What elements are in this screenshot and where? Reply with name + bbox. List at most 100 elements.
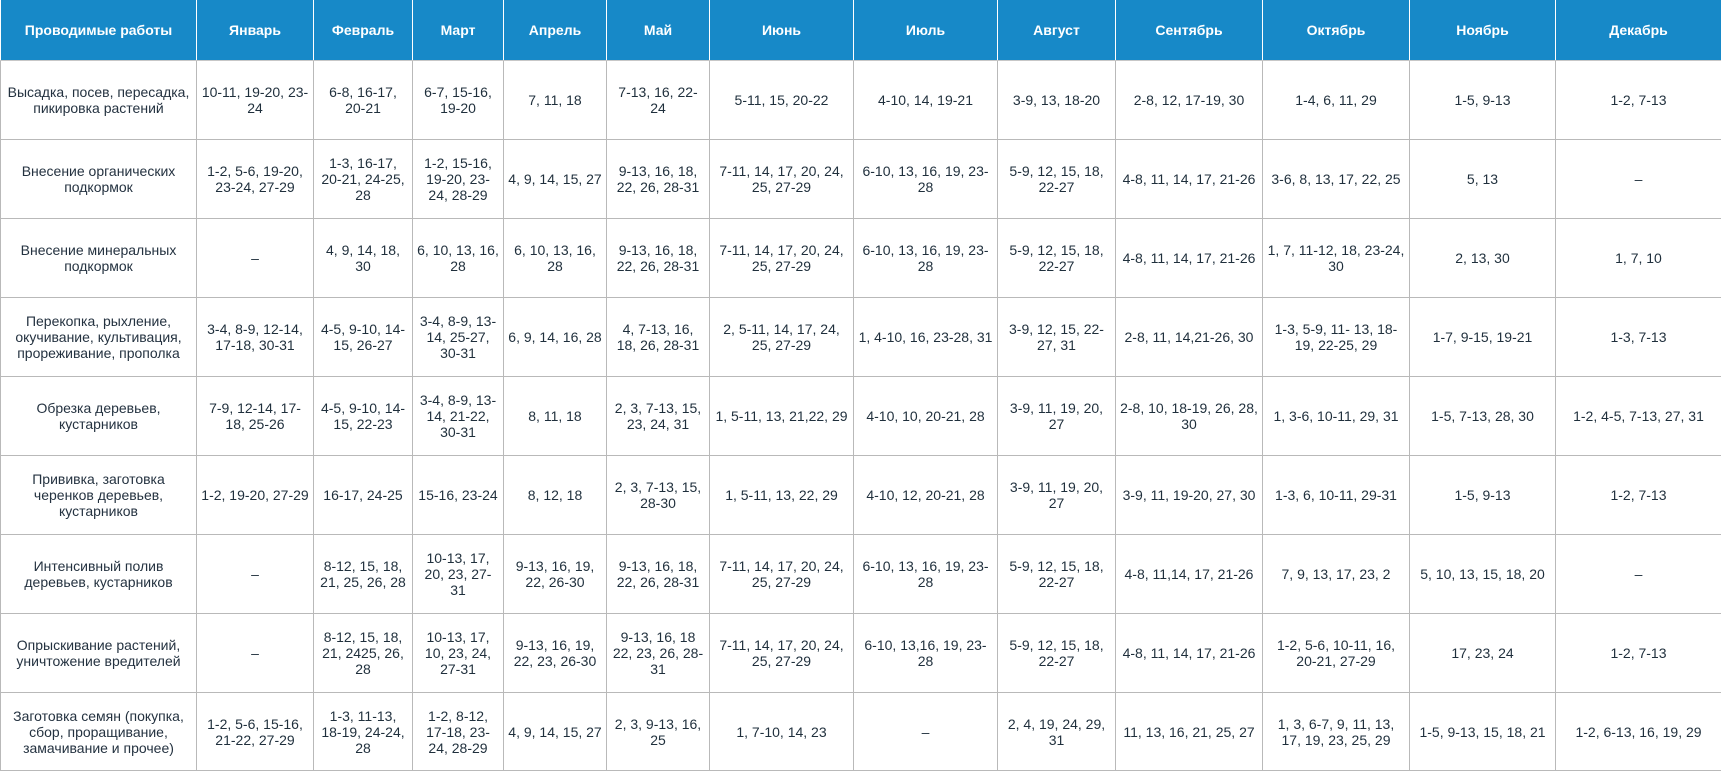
column-header-month: Сентябрь [1116, 0, 1263, 61]
dates-cell: 16-17, 24-25 [314, 456, 413, 535]
dates-cell: 4, 7-13, 16, 18, 26, 28-31 [607, 298, 710, 377]
work-type-cell: Интенсивный полив деревьев, кустарников [1, 535, 197, 614]
dates-cell: 1, 7, 11-12, 18, 23-24, 30 [1263, 219, 1410, 298]
dates-cell: 1, 4-10, 16, 23-28, 31 [854, 298, 998, 377]
dates-cell: 6-10, 13, 16, 19, 23-28 [854, 219, 998, 298]
dates-cell: 4, 9, 14, 15, 27 [504, 693, 607, 771]
dates-cell: 7-9, 12-14, 17-18, 25-26 [197, 377, 314, 456]
dates-cell: 17, 23, 24 [1410, 614, 1556, 693]
dates-cell: 10-13, 17, 20, 23, 27-31 [413, 535, 504, 614]
dates-cell: 6-10, 13, 16, 19, 23-28 [854, 140, 998, 219]
dates-cell: 1-2, 4-5, 7-13, 27, 31 [1556, 377, 1721, 456]
column-header-month: Июль [854, 0, 998, 61]
dates-cell: 1, 3, 6-7, 9, 11, 13, 17, 19, 23, 25, 29 [1263, 693, 1410, 771]
dates-cell: 1-3, 5-9, 11- 13, 18-19, 22-25, 29 [1263, 298, 1410, 377]
dates-cell: 2, 3, 9-13, 16, 25 [607, 693, 710, 771]
dates-cell: 9-13, 16, 18, 22, 26, 28-31 [607, 535, 710, 614]
work-type-cell: Перекопка, рыхление, окучивание, культив… [1, 298, 197, 377]
work-type-cell: Внесение минеральных подкормок [1, 219, 197, 298]
dates-cell: 9-13, 16, 18, 22, 26, 28-31 [607, 140, 710, 219]
dates-cell: 7-11, 14, 17, 20, 24, 25, 27-29 [710, 140, 854, 219]
dates-cell: 3-4, 8-9, 12-14, 17-18, 30-31 [197, 298, 314, 377]
dates-cell: 11, 13, 16, 21, 25, 27 [1116, 693, 1263, 771]
work-type-cell: Высадка, посев, пересадка, пикировка рас… [1, 61, 197, 140]
dates-cell: 3-9, 13, 18-20 [998, 61, 1116, 140]
dates-cell: 4-8, 11,14, 17, 21-26 [1116, 535, 1263, 614]
dates-cell: 7-11, 14, 17, 20, 24, 25, 27-29 [710, 614, 854, 693]
dates-cell: 8, 12, 18 [504, 456, 607, 535]
dates-cell: 1-3, 7-13 [1556, 298, 1721, 377]
column-header-month: Январь [197, 0, 314, 61]
dates-cell: 7-11, 14, 17, 20, 24, 25, 27-29 [710, 219, 854, 298]
dates-cell: 6-10, 13,16, 19, 23-28 [854, 614, 998, 693]
dates-cell: – [1556, 535, 1721, 614]
dates-cell: 15-16, 23-24 [413, 456, 504, 535]
dates-cell: 6-7, 15-16, 19-20 [413, 61, 504, 140]
dates-cell: 1-2, 19-20, 27-29 [197, 456, 314, 535]
dates-cell: 4-10, 10, 20-21, 28 [854, 377, 998, 456]
column-header-month: Декабрь [1556, 0, 1721, 61]
column-header-month: Июнь [710, 0, 854, 61]
dates-cell: 6, 10, 13, 16, 28 [504, 219, 607, 298]
dates-cell: 4-8, 11, 14, 17, 21-26 [1116, 140, 1263, 219]
dates-cell: 10-11, 19-20, 23-24 [197, 61, 314, 140]
column-header-month: Октябрь [1263, 0, 1410, 61]
dates-cell: 1-3, 11-13, 18-19, 24-24, 28 [314, 693, 413, 771]
dates-cell: – [1556, 140, 1721, 219]
work-type-cell: Прививка, заготовка черенков деревьев, к… [1, 456, 197, 535]
dates-cell: 2-8, 11, 14,21-26, 30 [1116, 298, 1263, 377]
table-body: Высадка, посев, пересадка, пикировка рас… [1, 61, 1721, 771]
dates-cell: 9-13, 16, 18, 22, 26, 28-31 [607, 219, 710, 298]
dates-cell: 1, 7, 10 [1556, 219, 1721, 298]
dates-cell: 8-12, 15, 18, 21, 25, 26, 28 [314, 535, 413, 614]
dates-cell: 4-10, 14, 19-21 [854, 61, 998, 140]
dates-cell: 1-3, 6, 10-11, 29-31 [1263, 456, 1410, 535]
dates-cell: – [197, 219, 314, 298]
dates-cell: 8-12, 15, 18, 21, 2425, 26, 28 [314, 614, 413, 693]
dates-cell: 7-13, 16, 22-24 [607, 61, 710, 140]
dates-cell: 1-2, 5-6, 10-11, 16, 20-21, 27-29 [1263, 614, 1410, 693]
column-header-month: Май [607, 0, 710, 61]
dates-cell: 4-10, 12, 20-21, 28 [854, 456, 998, 535]
dates-cell: 1-2, 5-6, 19-20, 23-24, 27-29 [197, 140, 314, 219]
dates-cell: 1, 7-10, 14, 23 [710, 693, 854, 771]
dates-cell: 9-13, 16, 19, 22, 26-30 [504, 535, 607, 614]
dates-cell: 4, 9, 14, 15, 27 [504, 140, 607, 219]
dates-cell: 4-5, 9-10, 14-15, 26-27 [314, 298, 413, 377]
dates-cell: 1-5, 9-13 [1410, 456, 1556, 535]
dates-cell: 2, 5-11, 14, 17, 24, 25, 27-29 [710, 298, 854, 377]
dates-cell: – [197, 614, 314, 693]
dates-cell: 1-2, 6-13, 16, 19, 29 [1556, 693, 1721, 771]
table-row: Прививка, заготовка черенков деревьев, к… [1, 456, 1721, 535]
dates-cell: 3-9, 11, 19-20, 27, 30 [1116, 456, 1263, 535]
dates-cell: 2, 13, 30 [1410, 219, 1556, 298]
dates-cell: 1-3, 16-17, 20-21, 24-25, 28 [314, 140, 413, 219]
column-header-month: Апрель [504, 0, 607, 61]
dates-cell: 9-13, 16, 19, 22, 23, 26-30 [504, 614, 607, 693]
dates-cell: 3-6, 8, 13, 17, 22, 25 [1263, 140, 1410, 219]
dates-cell: 5, 10, 13, 15, 18, 20 [1410, 535, 1556, 614]
dates-cell: 10-13, 17, 10, 23, 24, 27-31 [413, 614, 504, 693]
column-header-works: Проводимые работы [1, 0, 197, 61]
dates-cell: 1, 5-11, 13, 22, 29 [710, 456, 854, 535]
work-type-cell: Внесение органических подкормок [1, 140, 197, 219]
dates-cell: 1-2, 5-6, 15-16, 21-22, 27-29 [197, 693, 314, 771]
table-row: Интенсивный полив деревьев, кустарников –… [1, 535, 1721, 614]
dates-cell: 2, 3, 7-13, 15, 23, 24, 31 [607, 377, 710, 456]
dates-cell: 1-2, 15-16, 19-20, 23-24, 28-29 [413, 140, 504, 219]
column-header-month: Март [413, 0, 504, 61]
dates-cell: 3-9, 11, 19, 20, 27 [998, 456, 1116, 535]
dates-cell: 8, 11, 18 [504, 377, 607, 456]
dates-cell: 1-4, 6, 11, 29 [1263, 61, 1410, 140]
dates-cell: 5, 13 [1410, 140, 1556, 219]
table-row: Заготовка семян (покупка, сбор, проращив… [1, 693, 1721, 771]
dates-cell: 1-5, 9-13 [1410, 61, 1556, 140]
dates-cell: 1-5, 9-13, 15, 18, 21 [1410, 693, 1556, 771]
dates-cell: 1-2, 7-13 [1556, 614, 1721, 693]
work-type-cell: Опрыскивание растений, уничтожение вреди… [1, 614, 197, 693]
